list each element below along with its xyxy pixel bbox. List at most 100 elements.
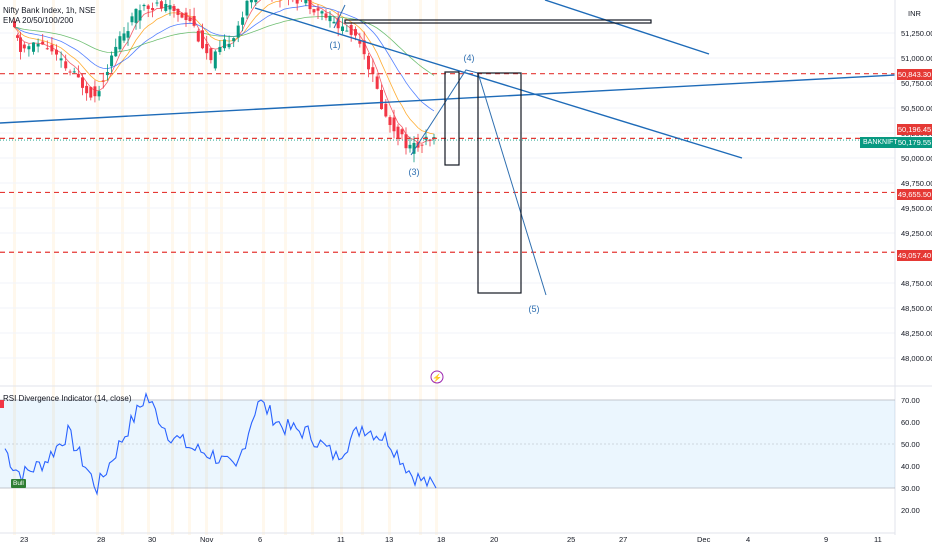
time-tick-14: 11 [874, 535, 882, 544]
candle-body-22 [105, 71, 109, 76]
price-axis[interactable]: 51,250.0051,000.0050,750.0050,500.0050,2… [894, 0, 932, 535]
rsi-tick-0: 70.00 [901, 396, 920, 405]
price-tick-7: 49,500.00 [901, 204, 932, 213]
price-tick-1: 51,000.00 [901, 54, 932, 63]
session-band-15 [419, 0, 422, 535]
candle-body-38 [172, 5, 176, 11]
candle-body-12 [64, 61, 68, 69]
candle-body-52 [232, 38, 236, 42]
event-badge[interactable]: ⚡ [430, 370, 444, 384]
wave-label-2: (4) [464, 53, 475, 63]
candle-body-4 [27, 46, 31, 50]
time-tick-0: 23 [20, 535, 28, 544]
price-tick-6: 49,750.00 [901, 179, 932, 188]
candle-body-73 [320, 11, 324, 14]
session-band-14 [388, 0, 391, 535]
wave-projection-path [410, 69, 547, 296]
candle-body-20 [97, 91, 101, 97]
time-tick-1: 28 [97, 535, 105, 544]
candle-body-26 [122, 33, 126, 41]
price-tick-10: 48,500.00 [901, 304, 932, 313]
candle-body-32 [146, 5, 150, 9]
candle-body-6 [36, 43, 40, 47]
candle-body-91 [396, 126, 400, 139]
rsi-tick-4: 30.00 [901, 484, 920, 493]
ema-line-0 [14, 0, 435, 144]
symbol-tag: BANKNIFTY [860, 137, 906, 148]
session-highlights [13, 0, 438, 535]
session-band-11 [311, 0, 314, 535]
price-tick-5: 50,000.00 [901, 154, 932, 163]
candle-body-42 [188, 17, 192, 22]
rsi-axis[interactable]: 70.00 60.00 50.00 40.00 30.00 20.00 [901, 396, 920, 515]
session-band-16 [435, 0, 438, 535]
candle-body-27 [126, 31, 130, 38]
session-band-6 [188, 0, 191, 535]
candle-body-70 [308, 0, 312, 10]
wave-label-1: (3) [409, 167, 420, 177]
price-tick-9: 48,750.00 [901, 279, 932, 288]
candle-body-57 [254, 0, 258, 3]
candle-body-93 [404, 134, 408, 149]
candle-body-81 [354, 29, 357, 36]
candle-body-71 [312, 9, 316, 13]
rsi-legend: RSI Divergence Indicator (14, close) [3, 394, 132, 403]
candle-body-89 [388, 117, 392, 125]
candle-body-0 [13, 21, 16, 28]
last-price-label: 50,179.55 [897, 137, 932, 148]
lightning-icon: ⚡ [432, 373, 442, 383]
candle-body-90 [392, 117, 396, 132]
level-label-1: 50,843.30 [897, 69, 932, 80]
session-band-13 [361, 0, 364, 535]
candle-body-1 [16, 35, 19, 38]
candle-body-7 [41, 41, 45, 45]
candle-body-82 [358, 40, 362, 44]
rsi-tick-2: 50.00 [901, 440, 920, 449]
level-label-3: 49,655.50 [897, 189, 932, 200]
candle-body-37 [168, 5, 172, 10]
candle-body-8 [45, 48, 49, 50]
time-axis[interactable]: 23 28 30 Nov 6 11 13 18 20 25 27 Dec 4 9 11 [0, 532, 895, 544]
rsi-tick-5: 20.00 [901, 506, 920, 515]
session-band-1 [52, 0, 55, 535]
currency-label: INR [908, 9, 921, 18]
time-tick-4: 6 [258, 535, 262, 544]
session-band-10 [284, 0, 287, 535]
upper-channel-line [544, 0, 710, 55]
candle-body-94 [408, 144, 412, 149]
candle-body-19 [93, 86, 97, 97]
session-band-3 [121, 0, 124, 535]
price-tick-11: 48,250.00 [901, 329, 932, 338]
candle-body-15 [76, 73, 80, 78]
candle-body-33 [151, 8, 155, 11]
candle-body-18 [89, 87, 93, 98]
time-tick-2: 30 [148, 535, 156, 544]
candle-body-2 [19, 37, 22, 52]
candle-body-45 [201, 30, 204, 49]
price-tick-0: 51,250.00 [901, 29, 932, 38]
falling-trendline [254, 7, 743, 159]
divergence-flag [0, 400, 4, 408]
candle-body-44 [196, 30, 200, 42]
candle-body-51 [227, 43, 231, 48]
candle-body-84 [367, 55, 370, 70]
candle-body-31 [142, 4, 146, 7]
analysis-drawings [0, 0, 896, 296]
candle-body-21 [101, 80, 105, 82]
candle-body-28 [130, 16, 134, 23]
candle-body-39 [176, 8, 180, 15]
candle-body-30 [138, 10, 142, 21]
candle-body-40 [180, 13, 184, 18]
horizontal-levels [0, 73, 895, 253]
wave-label-0: (1) [330, 40, 341, 50]
rsi-tick-3: 40.00 [901, 462, 920, 471]
price-grid [0, 32, 895, 359]
candle-body-77 [336, 18, 340, 29]
session-band-4 [147, 0, 150, 535]
time-tick-13: 9 [824, 535, 828, 544]
candle-body-24 [114, 46, 118, 57]
time-tick-8: 20 [490, 535, 498, 544]
session-band-7 [205, 0, 208, 535]
candle-body-49 [218, 46, 222, 53]
